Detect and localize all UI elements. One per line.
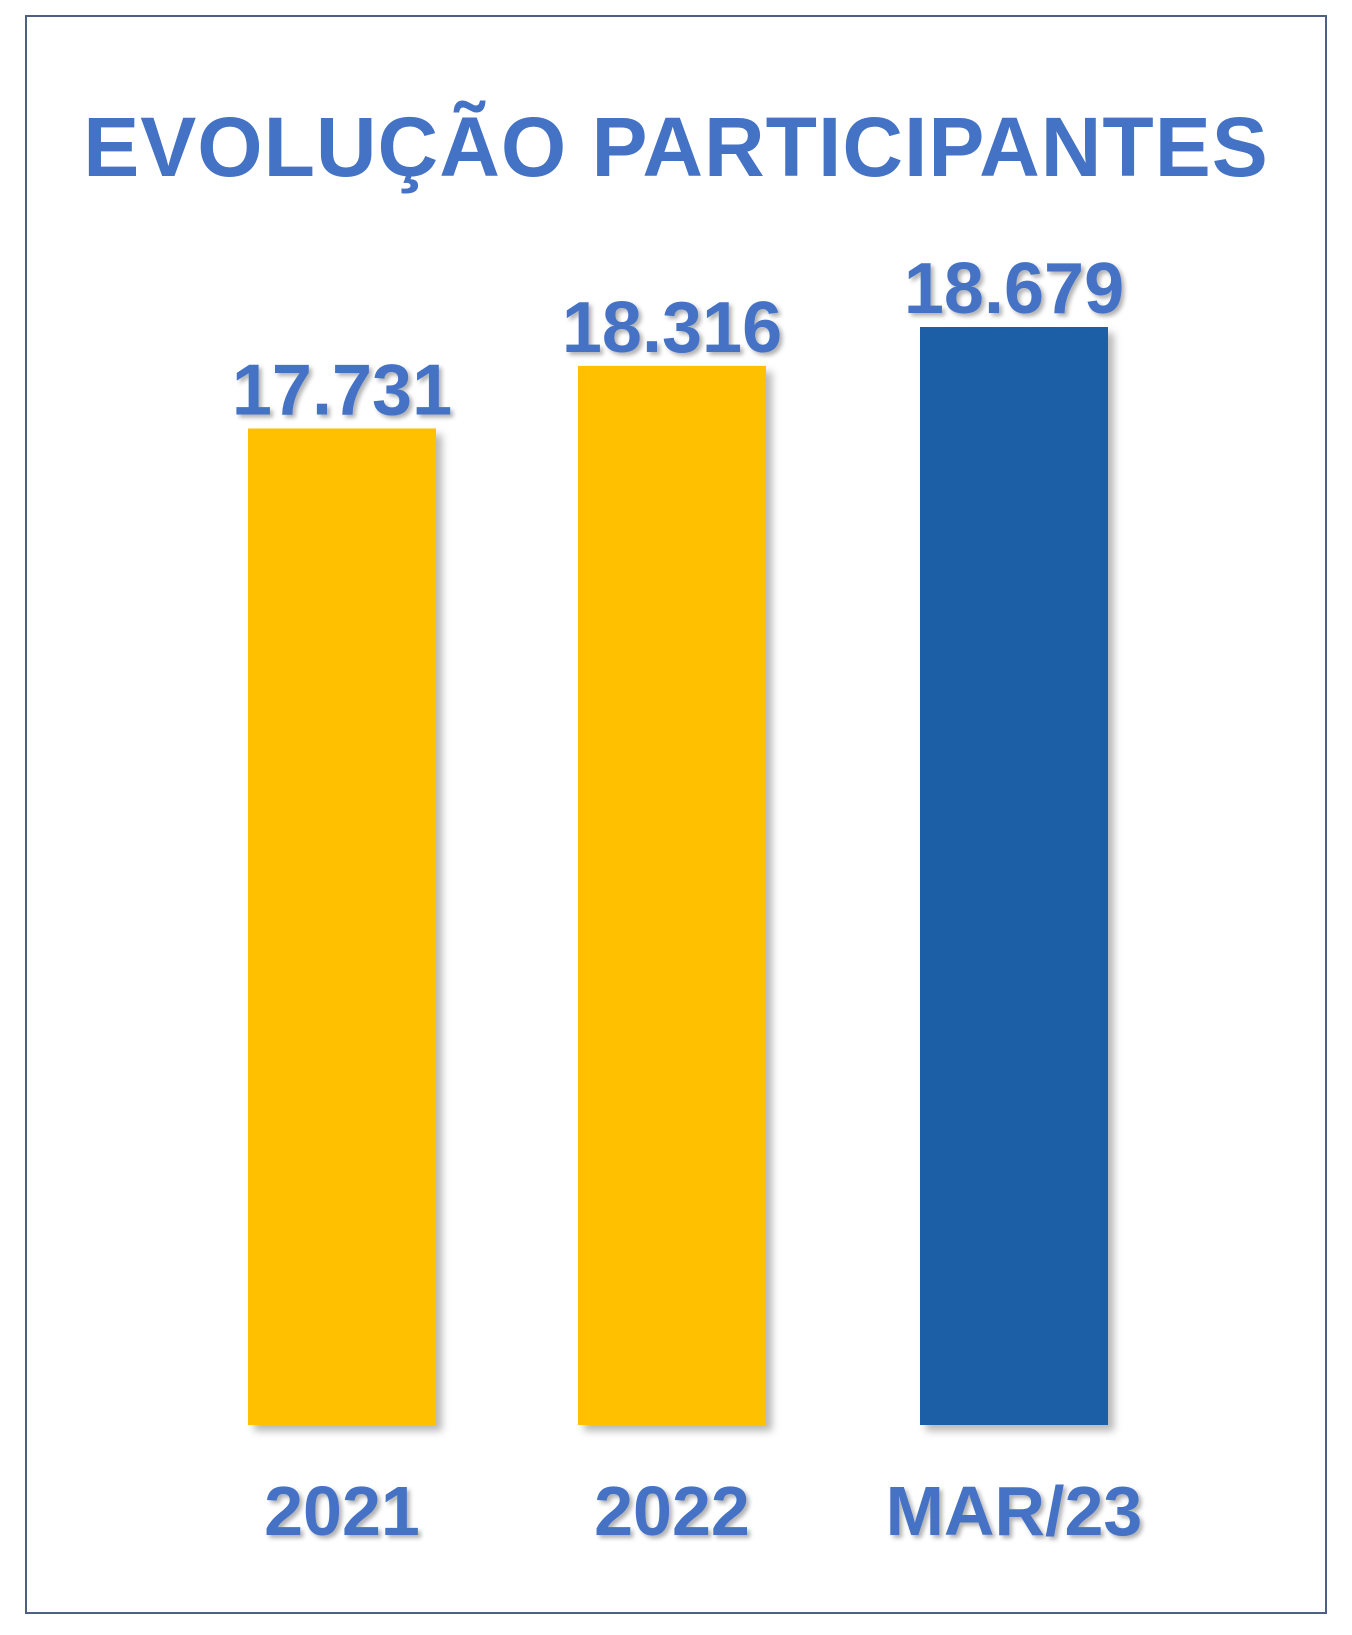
chart-title: EVOLUÇÃO PARTICIPANTES [83, 100, 1269, 194]
category-labels-group: 2021 2022 MAR/23 [264, 1472, 1142, 1550]
category-label: 2022 [594, 1472, 750, 1550]
category-label: 2021 [264, 1472, 420, 1550]
category-label: MAR/23 [886, 1472, 1143, 1550]
value-label: 17.731 [232, 350, 452, 430]
bars-group [248, 327, 1108, 1425]
value-label: 18.316 [562, 288, 782, 368]
value-label: 18.679 [904, 249, 1124, 329]
bar-2021 [248, 428, 436, 1425]
bar-2022 [578, 365, 766, 1425]
bar-mar-23 [920, 327, 1108, 1425]
value-labels-group: 17.731 18.316 18.679 [232, 249, 1124, 430]
